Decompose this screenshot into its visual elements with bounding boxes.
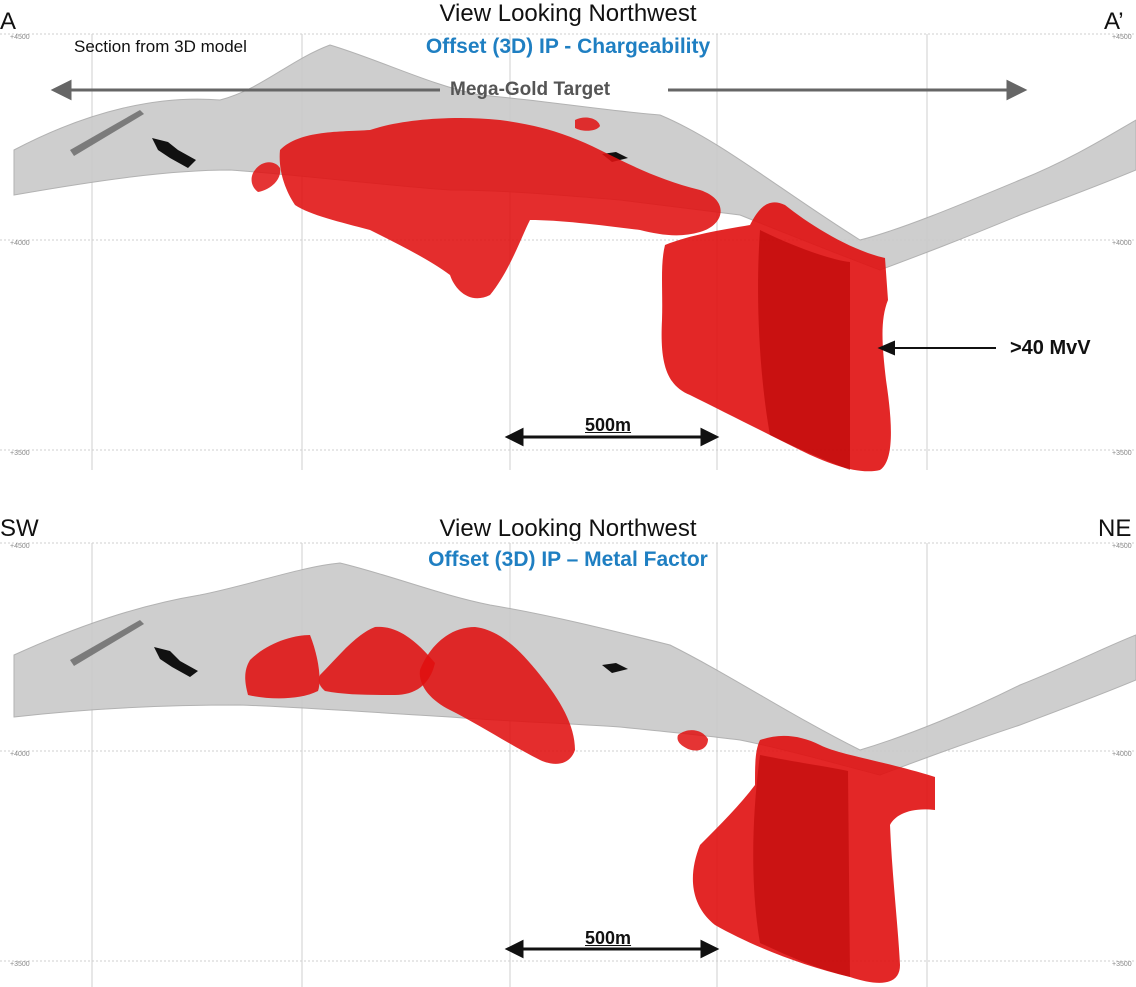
chargeability-body-west <box>251 162 281 192</box>
panel-subtitle: Offset (3D) IP - Chargeability <box>425 35 711 58</box>
black-streak <box>70 110 144 156</box>
elevation-tick-label: +3500 <box>10 961 30 968</box>
scale-label: 500m <box>585 928 632 948</box>
target-label: Mega-Gold Target <box>450 79 611 100</box>
chargeability-body-main-west <box>279 118 721 299</box>
metal-factor-body-center <box>318 626 435 695</box>
chargeability-section-panel: +4500 +4000 +3500 +4500 +4000 +3500 A A’… <box>0 0 1136 472</box>
metal-factor-bodies <box>245 626 935 983</box>
metal-factor-section-panel: +4500 +4000 +3500 +4500 +4000 +3500 SW N… <box>0 495 1136 987</box>
elevation-tick-label-right: +4000 <box>1112 751 1132 758</box>
scale-label: 500m <box>585 415 632 435</box>
scale-bar <box>504 427 720 447</box>
target-extent-arrow <box>50 79 1028 101</box>
elevation-tick-label: +3500 <box>10 450 30 457</box>
chargeability-body-east-face <box>758 230 850 470</box>
section-end-label: NE <box>1098 515 1132 542</box>
elevation-tick-label: +4000 <box>10 240 30 247</box>
black-streak <box>70 620 144 666</box>
section-end-label: A’ <box>1104 8 1124 35</box>
model-note: Section from 3D model <box>74 37 247 56</box>
black-outcrop <box>154 647 198 677</box>
chargeability-bodies <box>251 117 891 472</box>
black-outcrop <box>602 663 628 673</box>
chargeability-body-small <box>575 117 600 131</box>
threshold-label: >40 MvV <box>1010 337 1091 359</box>
metal-factor-body-deep-face <box>753 755 850 977</box>
panel-subtitle: Offset (3D) IP – Metal Factor <box>428 548 708 571</box>
metal-factor-body-small <box>677 730 708 751</box>
elevation-tick-label: +4500 <box>10 543 30 550</box>
scale-bar <box>504 939 720 959</box>
threshold-pointer-arrow <box>877 340 996 356</box>
elevation-tick-label-right: +4000 <box>1112 240 1132 247</box>
elevation-tick-label-right: +3500 <box>1112 450 1132 457</box>
section-start-label: SW <box>0 515 39 542</box>
metal-factor-section-graphic <box>0 542 1136 987</box>
elevation-tick-label: +4000 <box>10 751 30 758</box>
section-start-label: A <box>0 8 17 35</box>
metal-factor-body-east-lobe <box>419 627 575 764</box>
chargeability-section-graphic <box>0 33 1136 472</box>
view-title: View Looking Northwest <box>439 515 697 542</box>
terrain-surface <box>13 562 1136 776</box>
elevation-tick-label-right: +4500 <box>1112 34 1132 41</box>
elevation-tick-label-right: +4500 <box>1112 543 1132 550</box>
metal-factor-body-west <box>245 635 320 699</box>
elevation-tick-label-right: +3500 <box>1112 961 1132 968</box>
elevation-tick-label: +4500 <box>10 34 30 41</box>
view-title: View Looking Northwest <box>439 0 697 27</box>
black-outcrop <box>152 138 196 168</box>
